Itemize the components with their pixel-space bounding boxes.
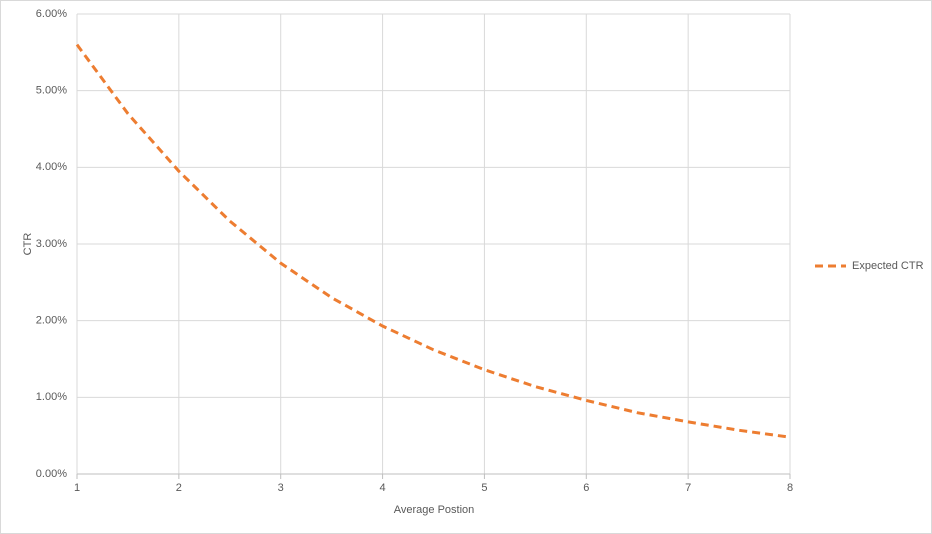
x-tick-label: 6 — [583, 482, 589, 494]
y-tick-label: 2.00% — [36, 315, 67, 327]
y-tick-label: 3.00% — [36, 238, 67, 250]
x-axis-title: Average Postion — [394, 504, 475, 516]
x-tick-label: 5 — [481, 482, 487, 494]
x-tick-label: 8 — [787, 482, 793, 494]
y-tick-label: 1.00% — [36, 391, 67, 403]
series-line — [75, 43, 791, 439]
y-tick-label: 6.00% — [36, 8, 67, 20]
y-tick-label: 0.00% — [36, 468, 67, 480]
x-tick-label: 3 — [278, 482, 284, 494]
x-tick-label: 2 — [176, 482, 182, 494]
legend-label: Expected CTR — [852, 260, 924, 272]
y-axis-title: CTR — [22, 233, 34, 256]
y-tick-label: 5.00% — [36, 85, 67, 97]
x-tick-label: 7 — [685, 482, 691, 494]
y-tick-label: 4.00% — [36, 161, 67, 173]
x-tick-label: 4 — [380, 482, 386, 494]
x-tick-label: 1 — [74, 482, 80, 494]
